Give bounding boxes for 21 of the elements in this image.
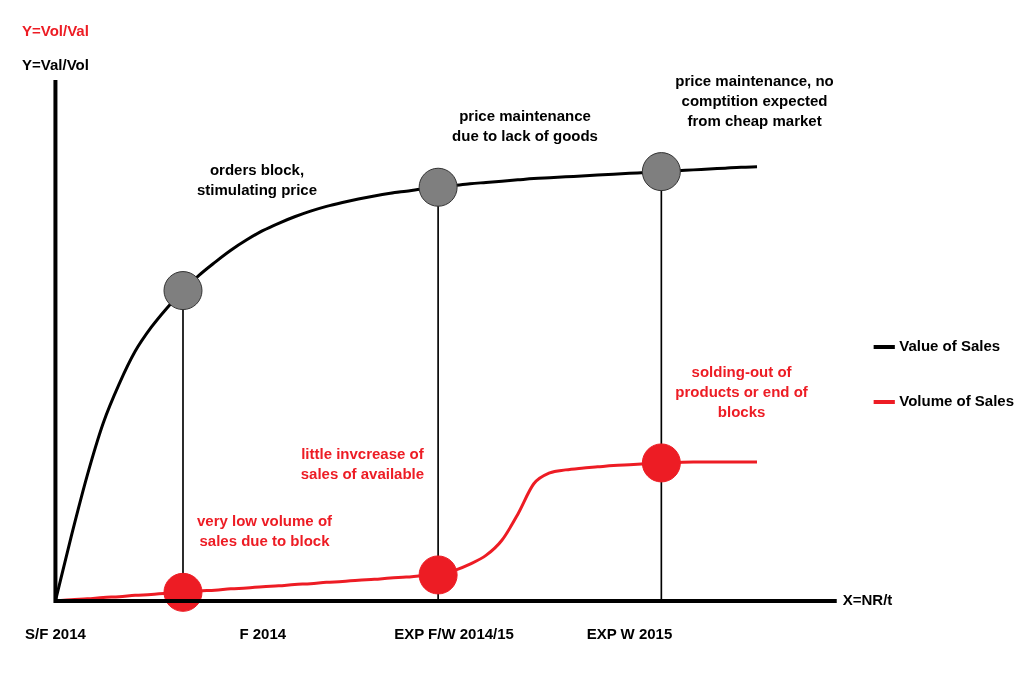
point [641,152,681,192]
x-tick-label: EXP W 2015 [586,625,673,643]
legend-label: Volume of Sales [899,392,1015,410]
text: Y=Val/Vol [22,56,89,74]
annotation: very low volume of sales due to block [196,512,334,550]
text: price maintenance due to lack of goods [452,107,598,145]
text: price maintenance, no comptition expected from cheap market [675,71,834,129]
annotation: little invcrease of sales of available [300,445,425,483]
annotation: orders block, stimulating price [196,160,318,198]
point [641,443,681,483]
point [163,572,203,612]
text: Y=Vol/Val [22,22,89,40]
x-tick-label: S/F 2014 [25,625,87,643]
point [418,555,458,595]
point [163,271,203,311]
x-tick-label: F 2014 [239,625,287,643]
point [418,167,458,207]
annotation: solding-out of products or end of blocks [675,363,809,421]
x-axis-title: X=NR/t [842,591,893,609]
legend-label: Value of Sales [899,337,1001,355]
x-tick-label: EXP F/W 2014/15 [394,625,514,643]
